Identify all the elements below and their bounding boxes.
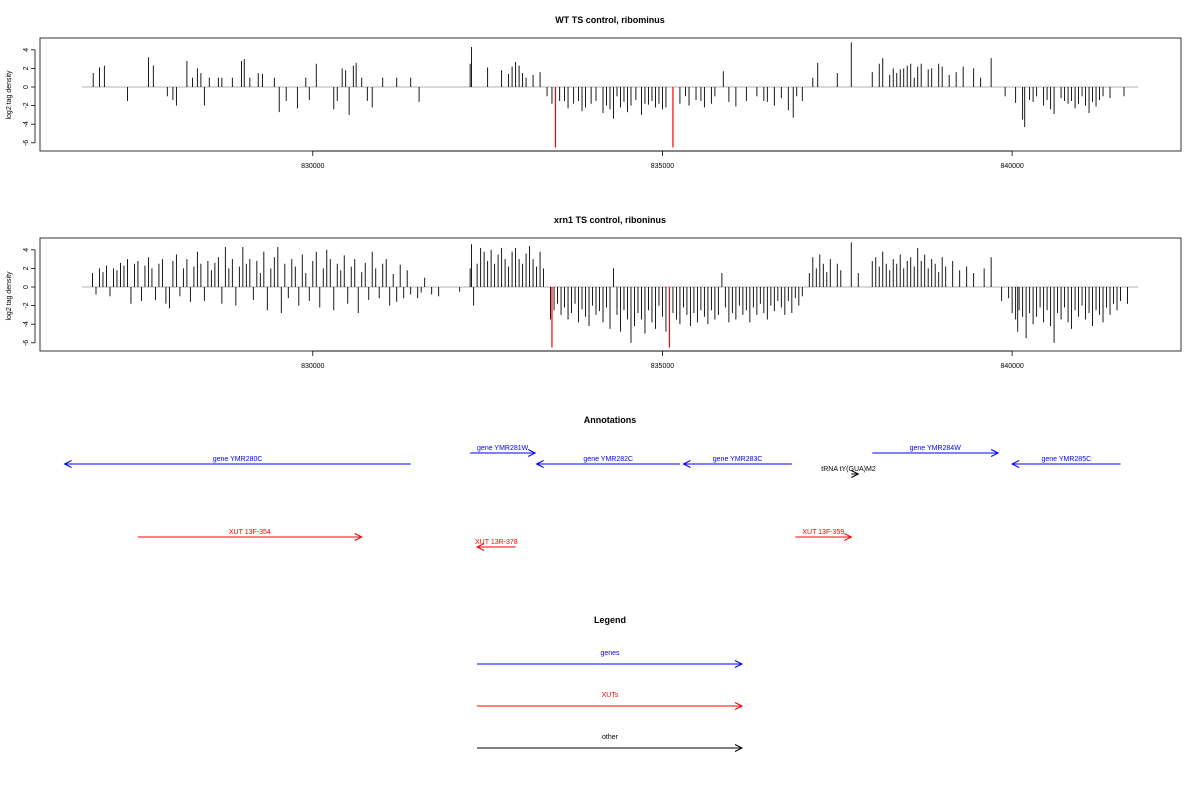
wt-x-tick-label: 840000 [1000,163,1023,170]
feature-label: XUT 13F-354 [229,529,271,536]
feature-label: XUT 13F-359 [802,529,844,536]
legend-title: Legend [594,615,626,625]
legend-item-arrowhead [734,744,744,752]
feature-arrowhead [527,449,537,457]
xrn1-x-axis: 830000 835000 840000 [301,350,1024,370]
wt-x-axis: 830000 835000 840000 [301,150,1024,170]
wt-x-tick-label: 835000 [651,163,674,170]
feature-label: gene YMR282C [583,456,633,463]
xrn1-y-tick-label: -4 [23,321,30,327]
annotations-title: Annotations [584,415,637,425]
wt-panel-title: WT TS control, ribominus [555,15,665,25]
legend-item-label: genes [600,650,620,657]
feature-xut-13r-378: XUT 13R-378 [475,539,518,551]
legend-item-other: other [477,734,744,752]
feature-arrowhead [990,449,1000,457]
feature-arrowhead [1011,460,1020,468]
feature-trna-ty-gua-m2: tRNA tY(GUA)M2 [821,466,876,478]
feature-gene-ymr285c: gene YMR285C [1011,456,1121,468]
xrn1-x-tick-label: 835000 [651,363,674,370]
feature-label: gene YMR283C [713,456,763,463]
feature-label: gene YMR284W [910,445,962,452]
feature-gene-ymr281w: gene YMR281W [470,445,537,457]
feature-gene-ymr282c: gene YMR282C [535,456,680,468]
wt-y-tick-label: 0 [23,85,30,89]
feature-label: gene YMR281W [477,445,529,452]
wt-panel: WT TS control, ribominus log2 tag densit… [6,15,1182,170]
wt-x-tick-label: 830000 [301,163,324,170]
wt-plot-frame [39,37,1182,152]
feature-label: gene YMR280C [213,456,263,463]
legend-panel: Legend genes XUTs other [477,615,744,752]
xrn1-bars [82,242,1138,348]
xrn1-panel-title: xrn1 TS control, riboninus [554,215,666,225]
xrn1-y-tick-label: 4 [23,248,30,252]
xrn1-y-tick-label: 2 [23,266,30,270]
feature-arrowhead [844,533,853,541]
wt-y-tick-label: 2 [23,66,30,70]
legend-items: genes XUTs other [477,650,744,752]
legend-item-xuts: XUTs [477,692,744,710]
feature-label: tRNA tY(GUA)M2 [821,466,876,473]
annotation-features: gene YMR280C gene YMR281W gene YMR282C gene… [63,445,1121,551]
feature-label: gene YMR285C [1041,456,1091,463]
xrn1-y-axis-label: log2 tag density [6,271,13,321]
wt-y-axis: 4 2 0 -2 -4 -6 [23,48,36,146]
legend-item-label: other [602,734,619,741]
wt-bars [82,42,1138,148]
feature-arrowhead [63,460,72,468]
feature-arrowhead [476,543,485,551]
xrn1-x-tick-label: 830000 [301,363,324,370]
xrn1-plot-frame [39,237,1182,352]
feature-arrowhead [851,470,860,478]
xrn1-y-tick-label: 0 [23,285,30,289]
legend-item-genes: genes [477,650,744,668]
feature-xut-13f-359: XUT 13F-359 [795,529,853,541]
feature-xut-13f-354: XUT 13F-354 [137,529,363,541]
feature-arrowhead [535,460,544,468]
wt-y-axis-label: log2 tag density [6,70,13,120]
feature-gene-ymr280c: gene YMR280C [63,456,411,468]
wt-y-tick-label: 4 [23,48,30,52]
feature-gene-ymr284w: gene YMR284W [872,445,1000,457]
xrn1-x-tick-label: 840000 [1000,363,1023,370]
xrn1-y-tick-label: -6 [23,340,30,346]
wt-y-tick-label: -4 [23,121,30,127]
feature-arrowhead [354,533,363,541]
xrn1-y-axis: 4 2 0 -2 -4 -6 [23,248,36,346]
wt-y-tick-label: -6 [23,140,30,146]
legend-item-arrowhead [734,702,744,710]
legend-item-arrowhead [734,660,744,668]
xrn1-panel: xrn1 TS control, riboninus log2 tag dens… [6,215,1182,370]
legend-item-label: XUTs [602,692,619,699]
feature-label: XUT 13R-378 [475,539,518,546]
xrn1-y-tick-label: -2 [23,302,30,308]
feature-gene-ymr283c: gene YMR283C [682,456,792,468]
feature-arrowhead [682,460,691,468]
wt-y-tick-label: -2 [23,102,30,108]
